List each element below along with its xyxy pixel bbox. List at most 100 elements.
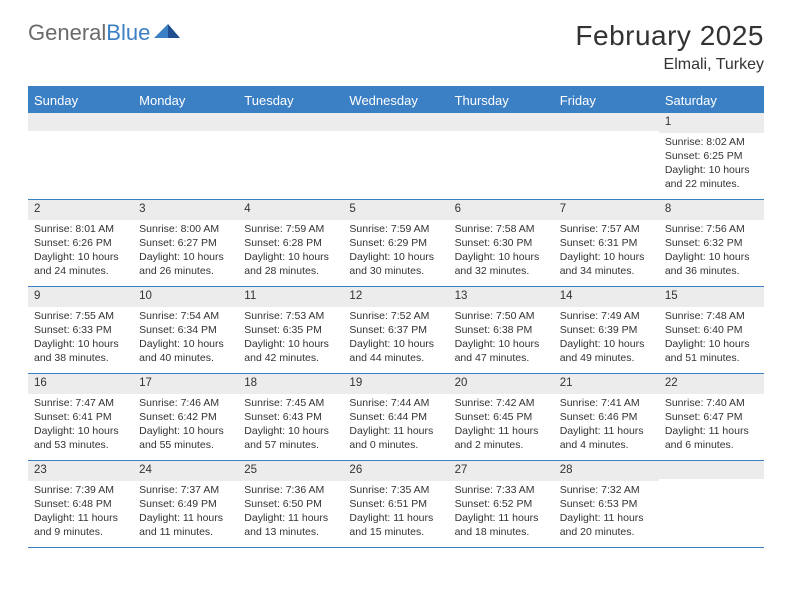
- daylight-text: Daylight: 10 hours and 57 minutes.: [244, 424, 337, 452]
- calendar-cell: 26Sunrise: 7:35 AMSunset: 6:51 PMDayligh…: [343, 461, 448, 547]
- day-number: 28: [554, 461, 659, 481]
- sunset-text: Sunset: 6:51 PM: [349, 497, 442, 511]
- sunset-text: Sunset: 6:30 PM: [455, 236, 548, 250]
- calendar-table: Sunday Monday Tuesday Wednesday Thursday…: [28, 86, 764, 548]
- sunrise-text: Sunrise: 8:01 AM: [34, 222, 127, 236]
- calendar-cell: 2Sunrise: 8:01 AMSunset: 6:26 PMDaylight…: [28, 200, 133, 286]
- logo-text-gray: General: [28, 20, 106, 46]
- day-number: 8: [659, 200, 764, 220]
- day-number: [28, 113, 133, 131]
- sunset-text: Sunset: 6:35 PM: [244, 323, 337, 337]
- week-row: 1Sunrise: 8:02 AMSunset: 6:25 PMDaylight…: [28, 113, 764, 200]
- sunrise-text: Sunrise: 7:33 AM: [455, 483, 548, 497]
- sunset-text: Sunset: 6:31 PM: [560, 236, 653, 250]
- day-number: 26: [343, 461, 448, 481]
- sunrise-text: Sunrise: 7:36 AM: [244, 483, 337, 497]
- sunrise-text: Sunrise: 7:57 AM: [560, 222, 653, 236]
- day-number: 17: [133, 374, 238, 394]
- cell-body: Sunrise: 7:57 AMSunset: 6:31 PMDaylight:…: [554, 220, 659, 283]
- day-number: 16: [28, 374, 133, 394]
- day-number: [449, 113, 554, 131]
- daylight-text: Daylight: 10 hours and 32 minutes.: [455, 250, 548, 278]
- sunset-text: Sunset: 6:34 PM: [139, 323, 232, 337]
- calendar-cell: 4Sunrise: 7:59 AMSunset: 6:28 PMDaylight…: [238, 200, 343, 286]
- sunset-text: Sunset: 6:39 PM: [560, 323, 653, 337]
- calendar-cell: 13Sunrise: 7:50 AMSunset: 6:38 PMDayligh…: [449, 287, 554, 373]
- sunset-text: Sunset: 6:47 PM: [665, 410, 758, 424]
- sunrise-text: Sunrise: 7:39 AM: [34, 483, 127, 497]
- calendar-cell: 24Sunrise: 7:37 AMSunset: 6:49 PMDayligh…: [133, 461, 238, 547]
- cell-body: Sunrise: 7:53 AMSunset: 6:35 PMDaylight:…: [238, 307, 343, 370]
- daylight-text: Daylight: 10 hours and 34 minutes.: [560, 250, 653, 278]
- sunrise-text: Sunrise: 7:41 AM: [560, 396, 653, 410]
- day-number: 9: [28, 287, 133, 307]
- day-number: 5: [343, 200, 448, 220]
- cell-body: Sunrise: 7:36 AMSunset: 6:50 PMDaylight:…: [238, 481, 343, 544]
- weekday-header: Sunday: [28, 88, 133, 113]
- sunset-text: Sunset: 6:33 PM: [34, 323, 127, 337]
- daylight-text: Daylight: 10 hours and 38 minutes.: [34, 337, 127, 365]
- cell-body: Sunrise: 7:55 AMSunset: 6:33 PMDaylight:…: [28, 307, 133, 370]
- daylight-text: Daylight: 11 hours and 18 minutes.: [455, 511, 548, 539]
- sunset-text: Sunset: 6:25 PM: [665, 149, 758, 163]
- sunrise-text: Sunrise: 7:54 AM: [139, 309, 232, 323]
- calendar-cell: 3Sunrise: 8:00 AMSunset: 6:27 PMDaylight…: [133, 200, 238, 286]
- sunrise-text: Sunrise: 7:50 AM: [455, 309, 548, 323]
- calendar-cell: [238, 113, 343, 199]
- cell-body: Sunrise: 7:35 AMSunset: 6:51 PMDaylight:…: [343, 481, 448, 544]
- daylight-text: Daylight: 10 hours and 36 minutes.: [665, 250, 758, 278]
- cell-body: Sunrise: 7:41 AMSunset: 6:46 PMDaylight:…: [554, 394, 659, 457]
- cell-body: [659, 479, 764, 485]
- cell-body: Sunrise: 7:59 AMSunset: 6:28 PMDaylight:…: [238, 220, 343, 283]
- cell-body: Sunrise: 7:32 AMSunset: 6:53 PMDaylight:…: [554, 481, 659, 544]
- calendar-cell: 19Sunrise: 7:44 AMSunset: 6:44 PMDayligh…: [343, 374, 448, 460]
- daylight-text: Daylight: 11 hours and 2 minutes.: [455, 424, 548, 452]
- day-number: 25: [238, 461, 343, 481]
- sunrise-text: Sunrise: 8:02 AM: [665, 135, 758, 149]
- sunrise-text: Sunrise: 7:52 AM: [349, 309, 442, 323]
- calendar-cell: 25Sunrise: 7:36 AMSunset: 6:50 PMDayligh…: [238, 461, 343, 547]
- day-number: 4: [238, 200, 343, 220]
- daylight-text: Daylight: 10 hours and 40 minutes.: [139, 337, 232, 365]
- calendar-cell: 1Sunrise: 8:02 AMSunset: 6:25 PMDaylight…: [659, 113, 764, 199]
- calendar-cell: 6Sunrise: 7:58 AMSunset: 6:30 PMDaylight…: [449, 200, 554, 286]
- calendar-cell: 5Sunrise: 7:59 AMSunset: 6:29 PMDaylight…: [343, 200, 448, 286]
- sunset-text: Sunset: 6:50 PM: [244, 497, 337, 511]
- cell-body: Sunrise: 8:02 AMSunset: 6:25 PMDaylight:…: [659, 133, 764, 196]
- sunrise-text: Sunrise: 7:32 AM: [560, 483, 653, 497]
- sunset-text: Sunset: 6:46 PM: [560, 410, 653, 424]
- cell-body: Sunrise: 7:48 AMSunset: 6:40 PMDaylight:…: [659, 307, 764, 370]
- sunset-text: Sunset: 6:48 PM: [34, 497, 127, 511]
- day-number: 27: [449, 461, 554, 481]
- daylight-text: Daylight: 10 hours and 51 minutes.: [665, 337, 758, 365]
- day-number: 20: [449, 374, 554, 394]
- calendar-cell: [133, 113, 238, 199]
- daylight-text: Daylight: 10 hours and 55 minutes.: [139, 424, 232, 452]
- sunrise-text: Sunrise: 7:44 AM: [349, 396, 442, 410]
- calendar-cell: 11Sunrise: 7:53 AMSunset: 6:35 PMDayligh…: [238, 287, 343, 373]
- cell-body: [28, 131, 133, 137]
- sunrise-text: Sunrise: 7:59 AM: [244, 222, 337, 236]
- calendar-cell: 10Sunrise: 7:54 AMSunset: 6:34 PMDayligh…: [133, 287, 238, 373]
- sunset-text: Sunset: 6:38 PM: [455, 323, 548, 337]
- sunset-text: Sunset: 6:28 PM: [244, 236, 337, 250]
- day-number: [238, 113, 343, 131]
- sunset-text: Sunset: 6:44 PM: [349, 410, 442, 424]
- calendar-cell: 7Sunrise: 7:57 AMSunset: 6:31 PMDaylight…: [554, 200, 659, 286]
- day-number: 13: [449, 287, 554, 307]
- cell-body: [238, 131, 343, 137]
- calendar-cell: 22Sunrise: 7:40 AMSunset: 6:47 PMDayligh…: [659, 374, 764, 460]
- calendar-cell: 14Sunrise: 7:49 AMSunset: 6:39 PMDayligh…: [554, 287, 659, 373]
- cell-body: Sunrise: 8:00 AMSunset: 6:27 PMDaylight:…: [133, 220, 238, 283]
- weekday-header: Wednesday: [343, 88, 448, 113]
- day-number: 14: [554, 287, 659, 307]
- daylight-text: Daylight: 10 hours and 28 minutes.: [244, 250, 337, 278]
- sunset-text: Sunset: 6:42 PM: [139, 410, 232, 424]
- day-number: 6: [449, 200, 554, 220]
- sunrise-text: Sunrise: 7:56 AM: [665, 222, 758, 236]
- calendar-cell: 8Sunrise: 7:56 AMSunset: 6:32 PMDaylight…: [659, 200, 764, 286]
- day-number: [659, 461, 764, 479]
- cell-body: Sunrise: 8:01 AMSunset: 6:26 PMDaylight:…: [28, 220, 133, 283]
- sunset-text: Sunset: 6:43 PM: [244, 410, 337, 424]
- daylight-text: Daylight: 10 hours and 49 minutes.: [560, 337, 653, 365]
